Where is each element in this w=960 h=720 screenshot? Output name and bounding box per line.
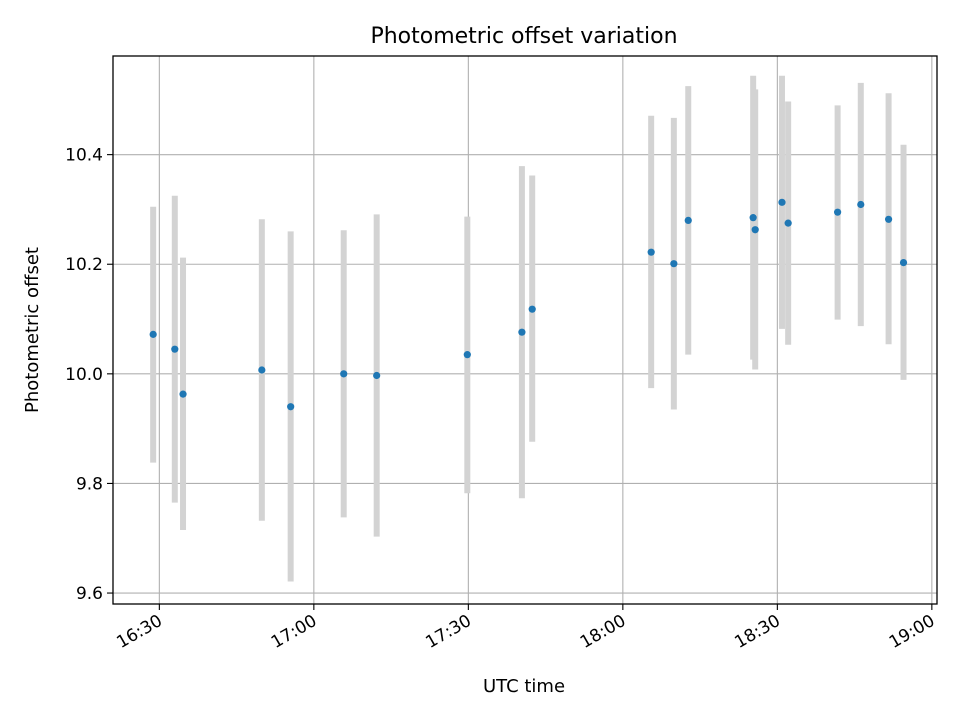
y-tick-label: 10.0 xyxy=(65,365,103,385)
data-point xyxy=(647,248,655,256)
x-tick-label: 18:00 xyxy=(577,611,629,653)
x-tick-label: 17:30 xyxy=(422,611,474,653)
x-tick-label: 19:00 xyxy=(886,611,938,653)
data-point xyxy=(518,328,526,336)
point-layer xyxy=(149,198,908,411)
data-point xyxy=(463,351,471,359)
x-axis-label: UTC time xyxy=(483,676,565,697)
chart-title: Photometric offset variation xyxy=(370,24,677,49)
data-point xyxy=(899,258,908,267)
plot-frame xyxy=(112,55,938,605)
grid-layer xyxy=(113,56,937,604)
data-point xyxy=(778,198,786,206)
y-tick-label: 10.4 xyxy=(65,146,103,166)
tick-layer: 16:30 17:00 17:30 18:00 18:30 19:00 9.6 9.8 10.0… xyxy=(65,146,938,653)
y-tick-label: 10.2 xyxy=(65,255,103,275)
x-tick-label: 16:30 xyxy=(113,611,165,653)
x-tick-label: 18:30 xyxy=(731,611,783,653)
data-point xyxy=(149,330,157,338)
data-point xyxy=(751,226,759,234)
data-point xyxy=(884,215,893,223)
x-tick-label: 17:00 xyxy=(268,611,320,653)
data-point xyxy=(258,366,266,374)
y-tick-label: 9.6 xyxy=(76,584,103,604)
y-tick-label: 9.8 xyxy=(76,474,103,494)
data-point xyxy=(528,305,536,313)
data-point xyxy=(287,403,295,411)
data-point xyxy=(784,219,792,227)
data-point xyxy=(857,200,865,209)
data-point xyxy=(670,260,678,268)
data-point xyxy=(179,390,187,398)
errorbar-layer xyxy=(150,75,907,582)
data-point xyxy=(340,370,348,378)
data-point xyxy=(684,216,692,224)
data-point xyxy=(749,214,757,222)
data-point xyxy=(373,371,381,380)
data-point xyxy=(171,345,179,353)
data-point xyxy=(834,208,842,216)
y-axis-label: Photometric offset xyxy=(22,247,43,413)
